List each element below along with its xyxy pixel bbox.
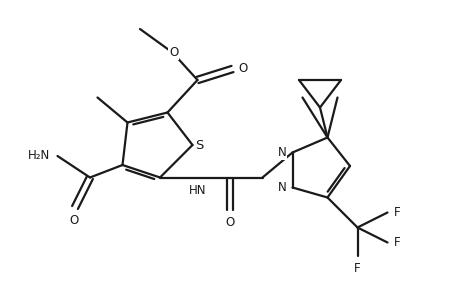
Text: O: O xyxy=(69,214,78,226)
Text: F: F xyxy=(392,236,399,249)
Text: N: N xyxy=(277,146,286,159)
Text: O: O xyxy=(238,61,247,74)
Text: HN: HN xyxy=(188,184,206,197)
Text: H₂N: H₂N xyxy=(28,148,50,161)
Text: O: O xyxy=(225,216,234,229)
Text: N: N xyxy=(277,181,286,194)
Text: F: F xyxy=(392,206,399,219)
Text: F: F xyxy=(353,262,360,275)
Text: S: S xyxy=(195,139,203,152)
Text: O: O xyxy=(168,46,178,59)
